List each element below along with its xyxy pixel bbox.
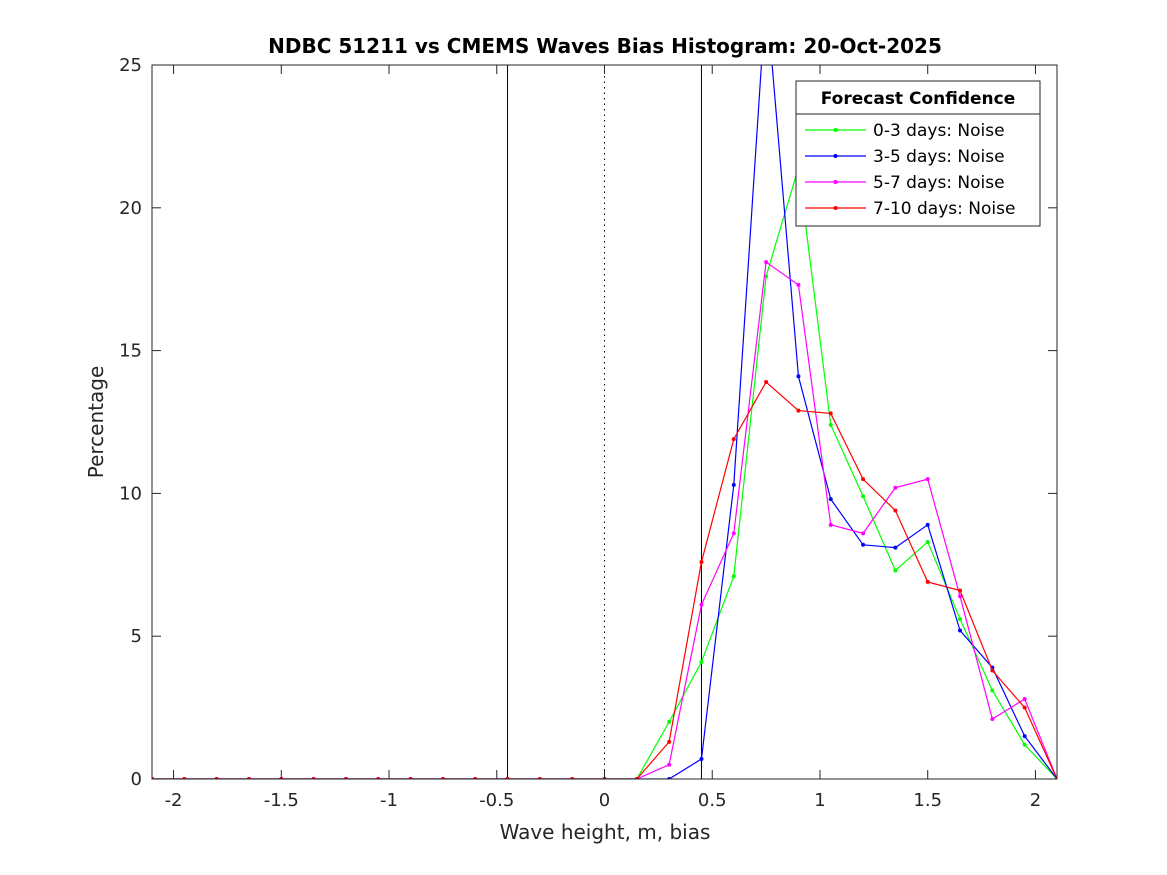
series-line <box>152 381 1057 779</box>
y-tick-label: 5 <box>131 626 142 647</box>
data-point <box>667 719 672 724</box>
series-line <box>152 260 1057 779</box>
x-tick-label: 2 <box>1030 790 1041 811</box>
data-point <box>925 477 930 482</box>
legend-label: 7-10 days: Noise <box>873 199 1015 219</box>
data-point <box>796 282 801 287</box>
data-point <box>796 408 801 413</box>
y-tick-label: 15 <box>119 341 142 362</box>
data-point <box>925 579 930 584</box>
data-point <box>990 717 995 722</box>
legend-swatch-marker <box>833 128 838 132</box>
data-point <box>828 497 833 502</box>
data-point <box>893 568 898 573</box>
legend-entry: 3-5 days: Noise <box>805 147 1005 167</box>
legend-swatch-marker <box>833 206 838 210</box>
data-point <box>990 668 995 673</box>
legend-entry: 5-7 days: Noise <box>805 173 1005 193</box>
data-point <box>796 374 801 379</box>
y-axis-label: Percentage <box>84 366 108 479</box>
y-tick-label: 10 <box>119 483 142 504</box>
data-point <box>667 762 672 767</box>
legend-entry: 0-3 days: Noise <box>805 121 1005 141</box>
legend-swatch-marker <box>833 154 838 158</box>
legend-entries: 0-3 days: Noise 3-5 days: Noise 5-7 days: … <box>805 121 1015 219</box>
data-point <box>699 559 704 564</box>
data-point <box>1022 705 1027 710</box>
x-tick-label: 0 <box>599 790 610 811</box>
legend-title: Forecast Confidence <box>821 89 1016 109</box>
data-point <box>1022 697 1027 702</box>
data-point <box>764 380 769 385</box>
x-tick-label: 1 <box>814 790 825 811</box>
x-tick-label: -2 <box>165 790 183 811</box>
y-tick-label: 25 <box>119 55 142 76</box>
data-point <box>893 545 898 550</box>
data-point <box>861 531 866 536</box>
data-point <box>828 422 833 427</box>
data-point <box>731 531 736 536</box>
x-axis-ticks: -2 -1.5 -1 -0.5 0 0.5 1 1.5 2 <box>165 65 1041 811</box>
series-line <box>152 167 1057 779</box>
legend: Forecast Confidence 0-3 days: Noise 3-5 d… <box>795 80 1041 227</box>
legend-label: 5-7 days: Noise <box>873 173 1005 193</box>
legend-box <box>795 80 1041 227</box>
legend-swatch-marker <box>833 180 838 184</box>
data-point <box>764 260 769 265</box>
data-point <box>893 485 898 490</box>
y-tick-label: 0 <box>131 769 142 790</box>
data-point <box>990 688 995 693</box>
series-4 <box>152 380 1057 779</box>
data-point <box>1022 742 1027 747</box>
data-point <box>731 437 736 442</box>
data-point <box>1022 734 1027 739</box>
data-point <box>828 522 833 527</box>
x-tick-label: 0.5 <box>698 790 727 811</box>
data-point <box>925 522 930 527</box>
data-point <box>731 482 736 487</box>
y-axis-ticks: 0 5 10 15 20 25 <box>119 55 1057 790</box>
data-point <box>699 602 704 607</box>
x-tick-label: 1.5 <box>913 790 942 811</box>
legend-label: 3-5 days: Noise <box>873 147 1005 167</box>
data-point <box>958 588 963 593</box>
data-point <box>958 617 963 622</box>
x-tick-label: -0.5 <box>479 790 514 811</box>
data-point <box>958 594 963 599</box>
x-axis-label: Wave height, m, bias <box>500 820 711 844</box>
series-line <box>152 65 1057 779</box>
data-point <box>861 477 866 482</box>
plot-frame <box>151 64 1058 780</box>
data-point <box>861 494 866 499</box>
data-point <box>667 739 672 744</box>
chart-title: NDBC 51211 vs CMEMS Waves Bias Histogram… <box>268 34 942 58</box>
data-point <box>861 542 866 547</box>
data-point <box>925 539 930 544</box>
legend-label: 0-3 days: Noise <box>873 121 1005 141</box>
y-tick-label: 20 <box>119 198 142 219</box>
x-tick-label: -1 <box>380 790 398 811</box>
data-point <box>699 757 704 762</box>
legend-entry: 7-10 days: Noise <box>805 199 1015 219</box>
data-point <box>731 574 736 579</box>
data-point <box>828 411 833 416</box>
x-tick-label: -1.5 <box>264 790 299 811</box>
data-point <box>699 659 704 664</box>
data-point <box>893 508 898 513</box>
data-point <box>958 628 963 633</box>
